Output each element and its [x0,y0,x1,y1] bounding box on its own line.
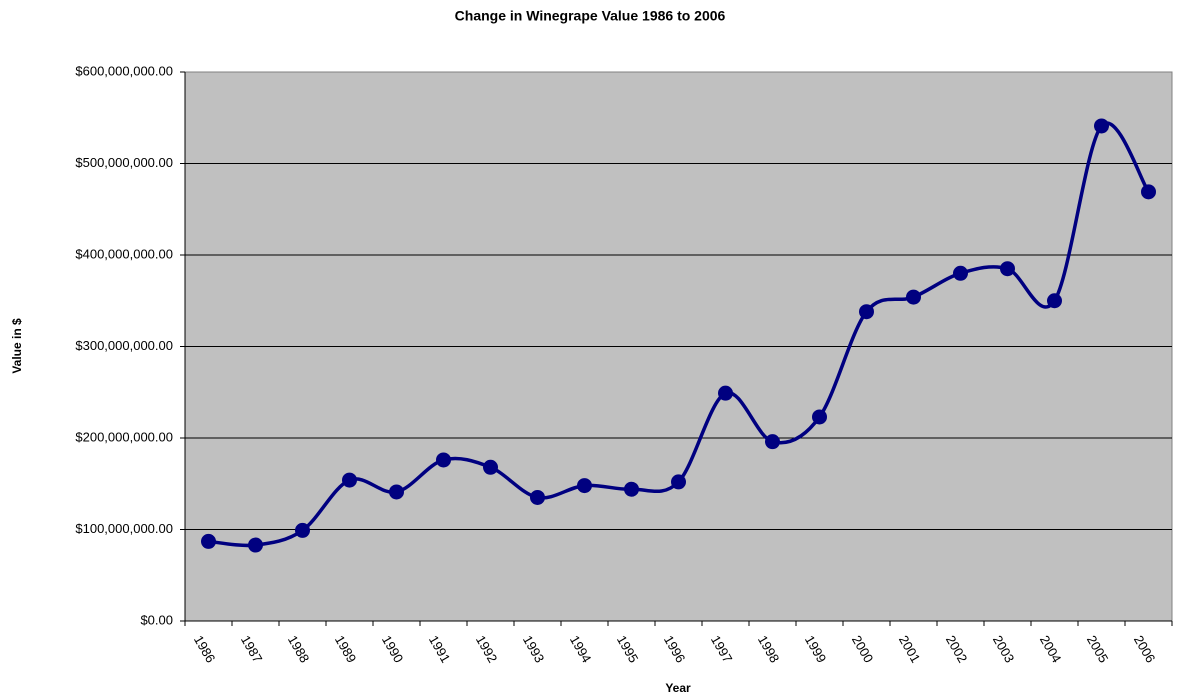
point [624,481,639,497]
point [530,489,545,505]
point [1141,184,1156,200]
chart-title: Change in Winegrape Value 1986 to 2006 [455,8,726,24]
point [342,472,357,488]
point [436,452,451,468]
point [859,304,874,320]
x-tick-label: 1994 [567,633,594,666]
point [812,409,827,425]
y-axis-title: Value in $ [10,318,24,374]
x-tick-label: 1987 [238,633,265,666]
point [1047,293,1062,309]
point [718,385,733,401]
x-tick-label: 1995 [614,633,641,666]
x-tick-label: 1986 [191,633,218,666]
x-tick-label: 2003 [990,633,1017,666]
x-tick-label: 2002 [943,633,970,666]
x-tick-label: 1999 [802,633,829,666]
x-tick-label: 1988 [285,633,312,666]
x-tick-label: 2005 [1084,633,1111,666]
y-tick-label: $200,000,000.00 [75,429,173,444]
y-tick-label: $0.00 [140,612,173,627]
y-tick-label: $100,000,000.00 [75,521,173,536]
x-tick-label: 2004 [1037,633,1064,666]
x-tick-label: 1996 [661,633,688,666]
point [577,478,592,494]
point [483,459,498,475]
x-tick-label: 1992 [473,633,500,666]
x-tick-label: 1990 [379,633,406,666]
point [765,434,780,450]
point [1000,261,1015,277]
x-tick-label: 1993 [520,633,547,666]
y-tick-label: $500,000,000.00 [75,155,173,170]
x-tick-label: 2006 [1131,633,1158,666]
x-tick-label: 1997 [708,633,735,666]
point [389,484,404,500]
x-axis-title: Year [665,681,691,695]
point [953,265,968,281]
line [208,121,1150,548]
x-tick-label: 1989 [332,633,359,666]
point [248,537,263,553]
x-tick-label: 1998 [755,633,782,666]
point [201,533,216,549]
x-tick-label: 2001 [896,633,923,666]
y-tick-label: $400,000,000.00 [75,246,173,261]
point [906,289,921,305]
y-tick-label: $600,000,000.00 [75,63,173,78]
point [671,474,686,490]
point [1094,118,1109,134]
y-tick-label: $300,000,000.00 [75,338,173,353]
point [295,522,310,538]
x-tick-label: 1991 [426,633,453,666]
x-tick-label: 2000 [849,633,876,666]
